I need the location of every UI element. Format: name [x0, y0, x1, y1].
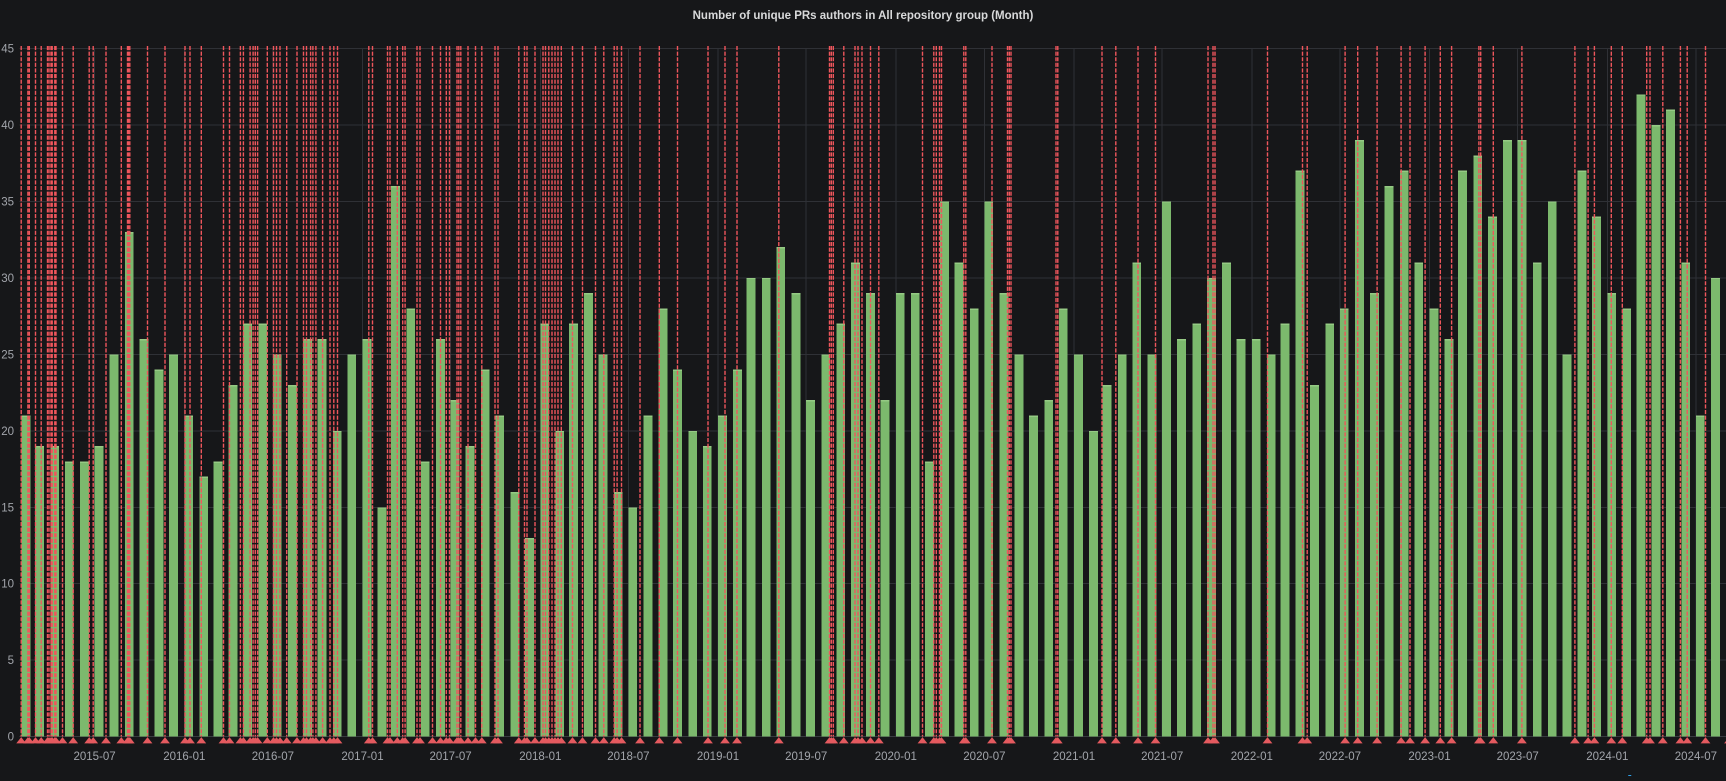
svg-text:2020-01: 2020-01: [875, 751, 917, 763]
svg-text:2024-01: 2024-01: [1586, 751, 1628, 763]
svg-text:35: 35: [1, 196, 14, 208]
svg-text:10: 10: [1, 579, 14, 591]
svg-text:2021-01: 2021-01: [1053, 751, 1095, 763]
svg-text:2015-07: 2015-07: [73, 751, 115, 763]
svg-text:2024-07: 2024-07: [1675, 751, 1717, 763]
svg-text:2022-01: 2022-01: [1231, 751, 1273, 763]
svg-text:2017-07: 2017-07: [429, 751, 471, 763]
svg-text:2017-01: 2017-01: [341, 751, 383, 763]
svg-text:20: 20: [1, 426, 14, 438]
svg-text:25: 25: [1, 349, 14, 361]
svg-text:15: 15: [1, 502, 14, 514]
svg-text:2019-07: 2019-07: [785, 751, 827, 763]
svg-text:Number of unique PRs authors i: Number of unique PRs authors in All repo…: [693, 10, 1034, 22]
svg-text:2023-07: 2023-07: [1497, 751, 1539, 763]
svg-text:2016-01: 2016-01: [163, 751, 205, 763]
svg-text:2016-07: 2016-07: [252, 751, 294, 763]
svg-text:2018-01: 2018-01: [519, 751, 561, 763]
svg-text:40: 40: [1, 120, 14, 132]
svg-text:2022-07: 2022-07: [1319, 751, 1361, 763]
svg-text:2018-07: 2018-07: [607, 751, 649, 763]
svg-text:2021-07: 2021-07: [1141, 751, 1183, 763]
svg-text:45: 45: [1, 43, 14, 55]
svg-text:30: 30: [1, 273, 14, 285]
svg-text:2019-01: 2019-01: [697, 751, 739, 763]
svg-text:0: 0: [8, 732, 14, 744]
svg-text:2020-07: 2020-07: [963, 751, 1005, 763]
svg-text:5: 5: [8, 655, 14, 667]
svg-text:2023-01: 2023-01: [1408, 751, 1450, 763]
